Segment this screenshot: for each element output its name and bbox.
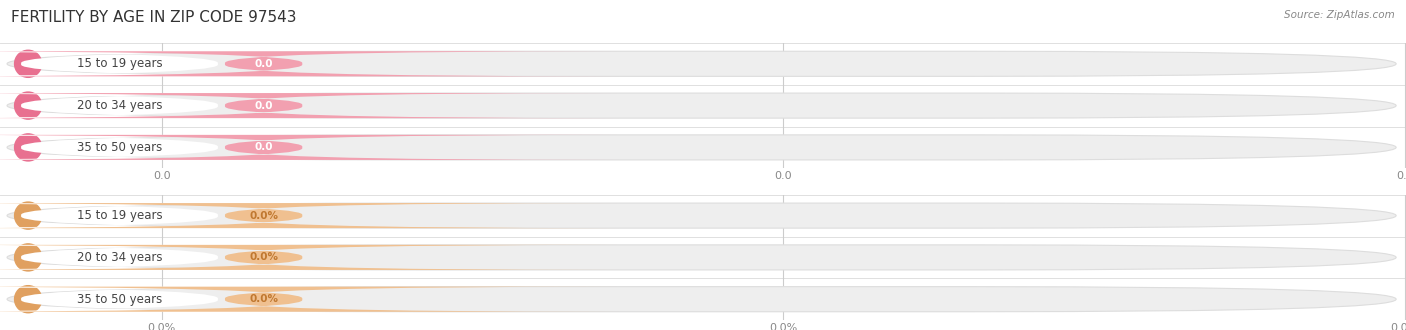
Ellipse shape <box>14 244 42 271</box>
FancyBboxPatch shape <box>0 287 415 312</box>
FancyBboxPatch shape <box>0 287 619 312</box>
Text: 35 to 50 years: 35 to 50 years <box>77 293 162 306</box>
Ellipse shape <box>14 92 42 119</box>
Text: 15 to 19 years: 15 to 19 years <box>77 209 162 222</box>
FancyBboxPatch shape <box>7 245 1396 270</box>
Text: 0.0: 0.0 <box>254 59 273 69</box>
FancyBboxPatch shape <box>0 245 415 270</box>
Text: 35 to 50 years: 35 to 50 years <box>77 141 162 154</box>
FancyBboxPatch shape <box>0 93 415 118</box>
Text: 20 to 34 years: 20 to 34 years <box>77 251 162 264</box>
FancyBboxPatch shape <box>0 135 415 160</box>
FancyBboxPatch shape <box>0 51 415 76</box>
FancyBboxPatch shape <box>0 135 619 160</box>
FancyBboxPatch shape <box>7 51 1396 76</box>
FancyBboxPatch shape <box>0 93 619 118</box>
Text: 0.0%: 0.0% <box>249 252 278 262</box>
FancyBboxPatch shape <box>0 245 619 270</box>
FancyBboxPatch shape <box>7 135 1396 160</box>
Ellipse shape <box>14 50 42 77</box>
FancyBboxPatch shape <box>7 287 1396 312</box>
FancyBboxPatch shape <box>0 203 619 228</box>
FancyBboxPatch shape <box>7 203 1396 228</box>
Text: FERTILITY BY AGE IN ZIP CODE 97543: FERTILITY BY AGE IN ZIP CODE 97543 <box>11 10 297 25</box>
Text: Source: ZipAtlas.com: Source: ZipAtlas.com <box>1284 10 1395 20</box>
Text: 15 to 19 years: 15 to 19 years <box>77 57 162 70</box>
Ellipse shape <box>14 202 42 229</box>
FancyBboxPatch shape <box>0 51 619 76</box>
Text: 0.0: 0.0 <box>254 143 273 152</box>
Ellipse shape <box>14 286 42 313</box>
Text: 0.0%: 0.0% <box>249 211 278 220</box>
Text: 0.0: 0.0 <box>254 101 273 111</box>
FancyBboxPatch shape <box>0 203 415 228</box>
Ellipse shape <box>14 134 42 161</box>
Text: 20 to 34 years: 20 to 34 years <box>77 99 162 112</box>
Text: 0.0%: 0.0% <box>249 294 278 304</box>
FancyBboxPatch shape <box>7 93 1396 118</box>
